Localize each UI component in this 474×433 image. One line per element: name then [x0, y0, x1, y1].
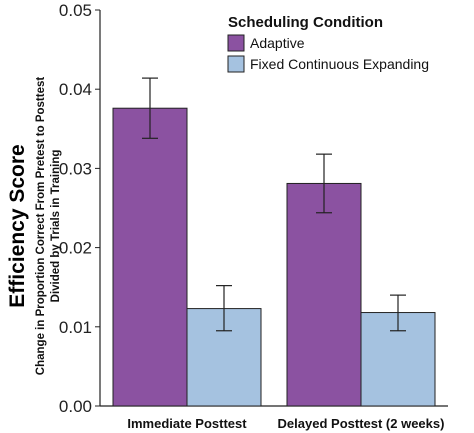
y-tick-label: 0.03: [59, 159, 92, 178]
legend-label-fixed: Fixed Continuous Expanding: [250, 56, 429, 72]
y-tick-label: 0.02: [59, 239, 92, 258]
legend-swatch-fixed: [227, 55, 245, 73]
y-tick-label: 0.05: [59, 1, 92, 20]
y-tick-label: 0.00: [59, 397, 92, 416]
y-axis-title: Efficiency Score: [6, 144, 29, 307]
error-bars: [142, 77, 406, 332]
legend-swatch-adaptive: [227, 34, 245, 52]
x-category-label: Immediate Posttest: [127, 416, 247, 431]
y-axis-ticks: 0.00 0.01 0.02 0.03 0.04 0.05: [59, 1, 100, 416]
bar: [112, 107, 188, 407]
y-tick-label: 0.04: [59, 80, 92, 99]
x-axis-categories: Immediate Posttest Delayed Posttest (2 we…: [127, 416, 444, 431]
bars: [112, 107, 436, 407]
x-category-label: Delayed Posttest (2 weeks): [278, 416, 445, 431]
legend-title: Scheduling Condition: [228, 14, 383, 31]
legend: Scheduling Condition Adaptive Fixed Cont…: [227, 14, 429, 73]
bar: [286, 182, 362, 407]
legend-label-adaptive: Adaptive: [250, 35, 305, 51]
y-axis-subtitle-line-1: Change in Proportion Correct From Pretes…: [35, 77, 47, 376]
y-tick-label: 0.01: [59, 318, 92, 337]
y-axis-subtitle-line-2: Divided by Trials in Training: [50, 150, 62, 303]
